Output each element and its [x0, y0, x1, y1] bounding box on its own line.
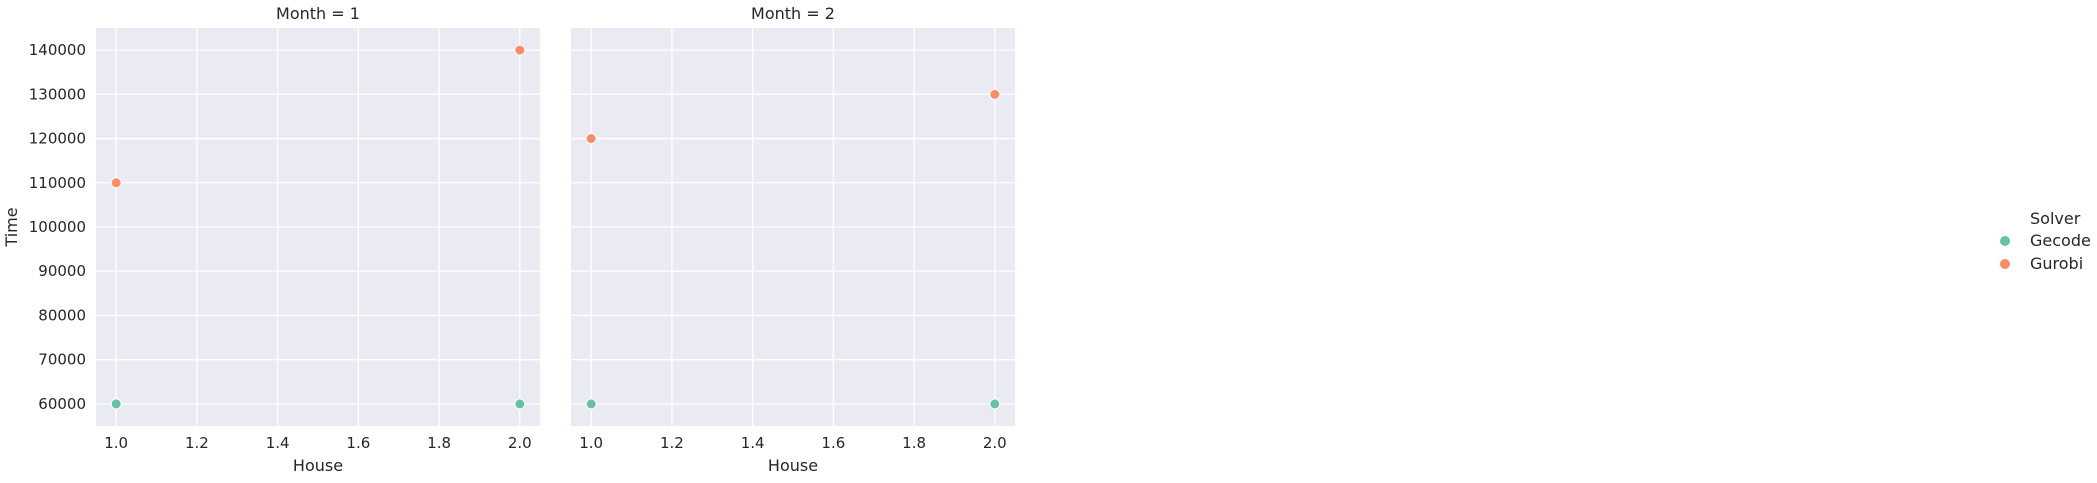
legend-marker [1999, 235, 2011, 247]
data-point-gurobi [514, 44, 526, 56]
legend-title: Solver [2030, 209, 2081, 228]
legend: Solver Gecode Gurobi [1999, 209, 2091, 273]
legend-label: Gurobi [2030, 254, 2083, 273]
x-axis-label: House [768, 456, 818, 475]
x-tick-label: 1.6 [346, 434, 370, 452]
facet-title: Month = 2 [751, 4, 835, 23]
y-axis-label: Time [2, 207, 21, 247]
x-tick-label: 2.0 [508, 434, 532, 452]
y-tick-label: 90000 [38, 262, 86, 280]
legend-label: Gecode [2030, 231, 2091, 250]
x-tick-label: 2.0 [983, 434, 1007, 452]
x-axis-label: House [293, 456, 343, 475]
x-tick-label: 1.4 [741, 434, 765, 452]
x-tick-label: 1.2 [185, 434, 209, 452]
x-tick-label: 1.0 [104, 434, 128, 452]
facet-title: Month = 1 [276, 4, 360, 23]
y-tick-label: 130000 [29, 85, 86, 103]
x-tick-label: 1.4 [266, 434, 290, 452]
y-tick-label: 60000 [38, 395, 86, 413]
x-tick-label: 1.8 [902, 434, 926, 452]
x-tick-label: 1.6 [821, 434, 845, 452]
data-point-gurobi [989, 88, 1001, 100]
data-point-gecode [514, 398, 526, 410]
y-tick-label: 80000 [38, 306, 86, 324]
x-tick-label: 1.2 [660, 434, 684, 452]
facet-panel-1: Month = 1 1.0 1.2 1.4 1.6 1.8 2.0 House 60000 700… [2, 4, 540, 475]
legend-marker [1999, 258, 2011, 270]
y-tick-label: 70000 [38, 351, 86, 369]
y-tick-label: 100000 [29, 218, 86, 236]
data-point-gurobi [585, 133, 597, 145]
y-tick-label: 140000 [29, 41, 86, 59]
x-tick-label: 1.0 [579, 434, 603, 452]
data-point-gecode [110, 398, 122, 410]
facet-panel-2: Month = 2 1.0 1.2 1.4 1.6 1.8 2.0 House [571, 4, 1015, 475]
data-point-gecode [585, 398, 597, 410]
data-point-gurobi [110, 177, 122, 189]
x-tick-label: 1.8 [427, 434, 451, 452]
data-point-gecode [989, 398, 1001, 410]
y-tick-label: 120000 [29, 130, 86, 148]
y-tick-label: 110000 [29, 174, 86, 192]
